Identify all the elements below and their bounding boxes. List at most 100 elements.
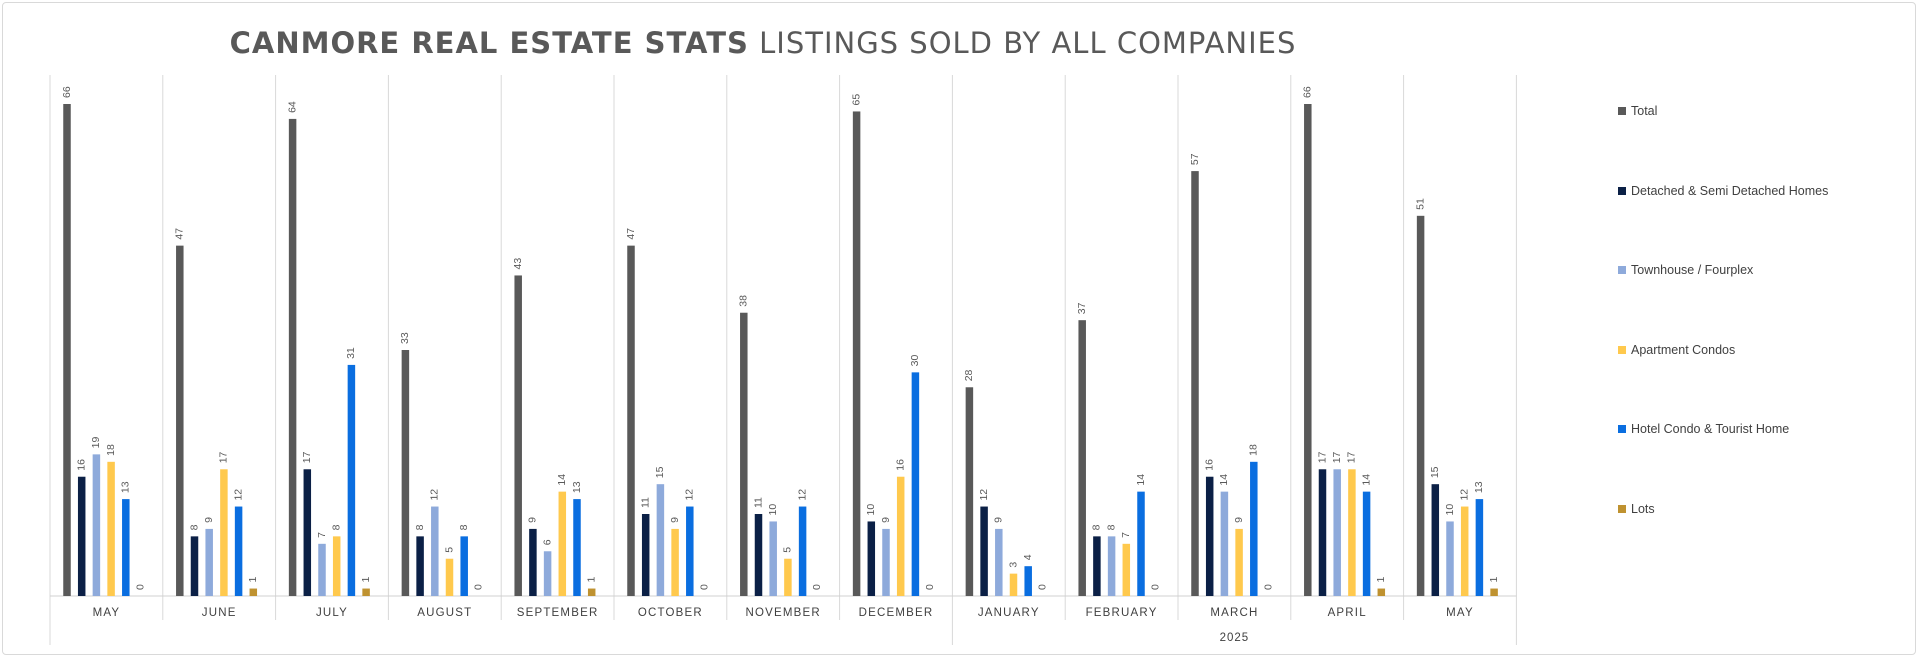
bar	[176, 245, 184, 597]
data-label: 0	[134, 584, 146, 590]
data-label: 13	[571, 481, 583, 493]
data-label: 16	[1203, 459, 1215, 471]
x-tick-label: FEBRUARY	[1086, 607, 1158, 619]
bar	[122, 499, 130, 596]
legend-label: Lots	[1631, 501, 1655, 516]
x-tick-label: DECEMBER	[859, 607, 934, 619]
data-label: 17	[1346, 451, 1358, 463]
legend-label: Hotel Condo & Tourist Home	[1631, 422, 1790, 436]
bar	[1009, 573, 1018, 596]
data-label: 10	[767, 504, 779, 516]
data-label: 7	[316, 532, 328, 538]
data-label: 12	[796, 489, 808, 501]
data-label: 1	[360, 577, 372, 583]
bar	[1191, 171, 1199, 596]
data-label: 19	[90, 437, 102, 449]
x-tick-label: MARCH	[1210, 607, 1258, 619]
data-label: 51	[1414, 198, 1426, 210]
data-label: 16	[894, 459, 906, 471]
data-label: 9	[203, 517, 215, 523]
legend-item: Hotel Condo & Tourist Home	[1618, 422, 1789, 436]
bar	[656, 484, 665, 596]
legend-item: Total	[1618, 104, 1657, 118]
bar	[1235, 528, 1243, 596]
data-label: 65	[850, 94, 862, 106]
data-label: 12	[978, 489, 990, 501]
bar	[686, 506, 694, 596]
bar	[1333, 469, 1341, 596]
legend-item: Detached & Semi Detached Homes	[1618, 184, 1828, 198]
data-label: 8	[1091, 524, 1103, 530]
legend-swatch	[1618, 266, 1626, 274]
x-tick-label: MAY	[93, 607, 121, 619]
bar	[1304, 104, 1312, 596]
legend-swatch	[1618, 107, 1626, 115]
data-label: 31	[345, 347, 357, 359]
data-label: 64	[286, 101, 298, 113]
data-label: 43	[512, 258, 524, 270]
legend-label: Total	[1631, 104, 1658, 118]
x-tick-label: JULY	[316, 607, 348, 619]
bar	[220, 469, 228, 596]
bar	[1078, 320, 1086, 596]
data-label: 30	[909, 355, 921, 367]
bar	[63, 104, 71, 596]
legend-label: Townhouse / Fourplex	[1631, 263, 1754, 277]
data-label: 12	[684, 489, 696, 501]
data-label: 9	[1233, 517, 1245, 523]
data-label: 9	[880, 517, 892, 523]
bar	[1377, 588, 1386, 596]
data-label: 0	[811, 584, 823, 590]
bar	[965, 387, 974, 596]
bar	[995, 528, 1003, 596]
chart-subtitle: LISTINGS SOLD BY ALL COMPANIES	[759, 26, 1297, 60]
data-label: 57	[1189, 153, 1201, 165]
data-label: 10	[1444, 504, 1456, 516]
data-label: 3	[1007, 562, 1019, 568]
x-tick-label: AUGUST	[417, 607, 472, 619]
data-label: 0	[924, 584, 936, 590]
data-label: 15	[654, 466, 666, 478]
data-label: 0	[1262, 584, 1274, 590]
data-label: 11	[639, 497, 651, 508]
data-label: 1	[247, 577, 259, 583]
bar	[852, 111, 861, 597]
data-label: 0	[698, 584, 710, 590]
data-label: 12	[1458, 489, 1470, 501]
bar	[205, 528, 213, 596]
legend-swatch	[1618, 186, 1626, 195]
data-label: 17	[1331, 451, 1343, 463]
data-label: 0	[1037, 584, 1049, 590]
chart-title: CANMORE REAL ESTATE STATS LISTINGS SOLD …	[0, 26, 1526, 60]
data-label: 17	[218, 451, 230, 463]
bar	[460, 536, 468, 596]
data-label: 11	[752, 497, 764, 508]
x-tick-label: NOVEMBER	[745, 607, 820, 619]
data-label: 14	[1360, 474, 1372, 486]
bar	[627, 245, 635, 597]
bar	[1460, 506, 1469, 596]
bar	[445, 558, 454, 596]
data-label: 47	[174, 228, 186, 240]
bar	[401, 350, 410, 596]
data-label: 47	[625, 228, 637, 240]
bar	[362, 588, 370, 596]
data-label: 37	[1076, 302, 1088, 314]
data-label: 5	[782, 547, 794, 553]
legend-label: Detached & Semi Detached Homes	[1631, 183, 1829, 198]
bar	[332, 536, 341, 596]
legend-item: Townhouse / Fourplex	[1618, 263, 1753, 277]
data-label: 9	[669, 517, 681, 523]
data-label: 5	[443, 547, 455, 553]
data-label: 13	[120, 481, 132, 493]
data-label: 66	[1302, 86, 1314, 98]
data-label: 15	[1429, 466, 1441, 478]
bar	[1348, 469, 1356, 596]
data-label: 7	[1120, 532, 1132, 538]
bar	[867, 521, 876, 596]
data-label: 0	[473, 584, 485, 590]
bar	[769, 521, 777, 596]
data-label: 16	[75, 459, 87, 471]
